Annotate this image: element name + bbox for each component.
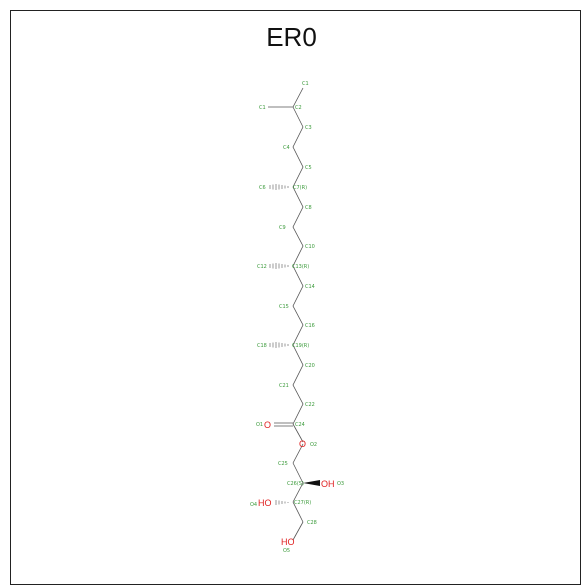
atom-label: C13(R) <box>292 264 309 270</box>
atom-label: C18 <box>257 343 267 349</box>
solid-wedge <box>303 480 320 486</box>
hashed-wedges <box>269 184 289 505</box>
hydroxyl-oxygen: HO <box>258 498 272 508</box>
oxygen-atoms: O1 O O O2 OH O3 O4 HO HO O5 <box>250 420 344 554</box>
atom-label: C7(R) <box>293 185 307 191</box>
atom-label: C8 <box>305 205 312 211</box>
atom-label: C12 <box>257 264 267 270</box>
atom-label: C22 <box>305 402 315 408</box>
atom-label: C5 <box>305 165 312 171</box>
atom-label: C19(R) <box>292 343 309 349</box>
atom-label: C4 <box>283 145 290 151</box>
atom-label: C14 <box>305 284 315 290</box>
atom-label: O5 <box>283 548 290 554</box>
atom-label: C21 <box>279 383 289 389</box>
atom-label: O1 <box>256 422 263 428</box>
atom-label: C27(R) <box>294 500 311 506</box>
atom-label: O4 <box>250 502 257 508</box>
atom-label: C2 <box>295 105 302 111</box>
atom-label: C24 <box>295 422 305 428</box>
atom-label: C28 <box>307 520 317 526</box>
carbonyl-oxygen: O <box>264 420 271 430</box>
atom-label: O2 <box>310 442 317 448</box>
carbon-labels: C1 C1 C2 C3 C4 C5 C6 C7(R) C8 C9 C10 C12… <box>257 81 317 526</box>
atom-label: C16 <box>305 323 315 329</box>
atom-label: C26(S) <box>287 481 304 487</box>
atom-label: C1 <box>259 105 266 111</box>
atom-label: C3 <box>305 125 312 131</box>
diagram-frame <box>10 10 581 585</box>
hydroxyl-oxygen: HO <box>281 537 295 547</box>
atom-label: C10 <box>305 244 315 250</box>
atom-label: C1 <box>302 81 309 87</box>
atom-label: C6 <box>259 185 266 191</box>
atom-label: C15 <box>279 304 289 310</box>
atom-label: O3 <box>337 481 344 487</box>
atom-label: C25 <box>278 461 288 467</box>
ester-oxygen: O <box>299 439 306 449</box>
atom-label: C20 <box>305 363 315 369</box>
molecule-title: ER0 <box>266 22 317 52</box>
bonds <box>268 87 304 541</box>
atom-label: C9 <box>279 225 286 231</box>
hydroxyl-oxygen: OH <box>321 479 335 489</box>
